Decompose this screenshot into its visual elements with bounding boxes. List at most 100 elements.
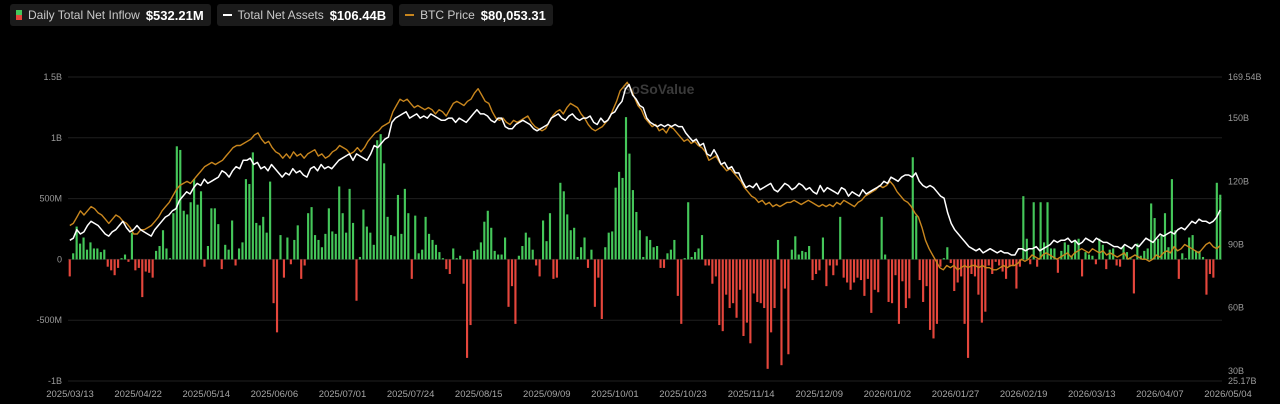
inflow-bar (559, 182, 562, 260)
inflow-bar (272, 259, 275, 304)
inflow-bar (327, 208, 330, 260)
inflow-bar (821, 237, 825, 260)
x-axis-tick: 2025/05/14 (182, 389, 230, 400)
inflow-bar (597, 259, 600, 278)
inflow-bar (75, 226, 78, 260)
inflow-bar (262, 216, 265, 260)
inflow-bar (839, 216, 842, 260)
inflow-bar (818, 259, 821, 271)
legend-item-total-net-assets[interactable]: Total Net Assets $106.44B (216, 4, 394, 26)
inflow-bar (835, 259, 838, 266)
inflow-bar (348, 188, 351, 260)
inflow-bar (846, 259, 849, 283)
inflow-bar (908, 259, 911, 299)
inflow-bar (718, 259, 721, 326)
inflow-bar (700, 235, 704, 260)
x-axis-tick: 2026/02/19 (1000, 389, 1048, 400)
inflow-bar (497, 254, 500, 260)
inflow-bar (555, 259, 558, 278)
inflow-bar (994, 259, 997, 262)
inflow-bar (224, 244, 227, 260)
inflow-bar (365, 226, 368, 260)
inflow-bar (925, 259, 928, 287)
inflow-bar (172, 213, 175, 260)
inflow-bar (462, 259, 465, 284)
inflow-bar (386, 216, 389, 260)
x-axis-tick: 2025/12/09 (796, 389, 844, 400)
inflow-bar (1198, 250, 1201, 260)
inflow-bar (1115, 259, 1118, 266)
inflow-bar (680, 259, 683, 324)
inflow-bar (1032, 202, 1035, 260)
inflow-bar (186, 214, 189, 260)
inflow-bar (110, 259, 113, 271)
inflow-bar (476, 249, 479, 260)
inflow-bar (96, 248, 99, 260)
inflow-bar (241, 242, 244, 260)
inflow-bar (1163, 213, 1167, 260)
inflow-bar (275, 259, 279, 333)
inflow-bar (1091, 255, 1094, 260)
inflow-bar (1125, 252, 1129, 260)
inflow-bar (168, 258, 171, 260)
x-axis-tick: 2025/09/09 (523, 389, 571, 400)
x-axis-tick: 2025/11/14 (728, 389, 775, 400)
inflow-bar (756, 259, 759, 302)
inflow-bar (113, 259, 116, 276)
inflow-bar (210, 208, 213, 260)
inflow-bar (873, 259, 876, 290)
inflow-bar (918, 259, 921, 281)
inflow-bar (452, 248, 455, 260)
x-axis-tick: 2025/07/01 (319, 389, 367, 400)
inflow-bar (794, 236, 797, 260)
inflow-bar (438, 252, 441, 260)
inflow-bar (289, 259, 292, 265)
inflow-bar (175, 146, 178, 260)
legend-item-btc-price[interactable]: BTC Price $80,053.31 (399, 4, 553, 26)
legend-item-net-inflow[interactable]: Daily Total Net Inflow $532.21M (10, 4, 211, 26)
inflow-bar (949, 259, 952, 264)
inflow-bar (255, 222, 258, 260)
inflow-bar (465, 259, 469, 358)
inflow-bar (998, 259, 1001, 266)
inflow-bar (790, 249, 793, 260)
inflow-bar (293, 239, 296, 260)
inflow-bar (99, 252, 102, 260)
inflow-bar (303, 259, 306, 266)
inflow-bar (683, 258, 686, 260)
inflow-bar (1132, 259, 1135, 294)
inflow-bar (987, 259, 990, 266)
btc-price-line (69, 81, 1221, 271)
x-axis-tick: 2025/07/24 (387, 389, 435, 400)
inflow-bar (324, 233, 327, 260)
inflow-bar (787, 259, 790, 355)
inflow-bar (1181, 253, 1184, 260)
inflow-bar (410, 259, 413, 279)
inflow-bar (296, 225, 299, 260)
inflow-bar (697, 248, 700, 260)
inflow-bar (421, 249, 424, 260)
inflow-bar (507, 259, 510, 307)
inflow-bar (123, 254, 127, 260)
inflow-bar (1119, 259, 1122, 267)
inflow-bar (528, 237, 531, 260)
inflow-bar (199, 191, 203, 260)
inflow-bar (1167, 247, 1170, 260)
inflow-bar (320, 247, 324, 260)
orange-line-swatch-icon (405, 14, 415, 16)
inflow-bar (103, 249, 106, 260)
inflow-bar (282, 259, 286, 278)
inflow-bar (1011, 259, 1015, 266)
x-axis-tick: 2025/04/22 (114, 389, 162, 400)
x-axis-tick: 2026/05/04 (1204, 389, 1252, 400)
inflow-bar (901, 259, 904, 282)
inflow-bar (707, 259, 710, 266)
inflow-bar (358, 256, 362, 260)
inflow-bar (956, 259, 959, 283)
inflow-bar (203, 259, 206, 267)
inflow-bar (535, 259, 538, 266)
inflow-bar (265, 232, 268, 260)
inflow-bar (877, 259, 880, 293)
inflow-bar (106, 259, 109, 267)
